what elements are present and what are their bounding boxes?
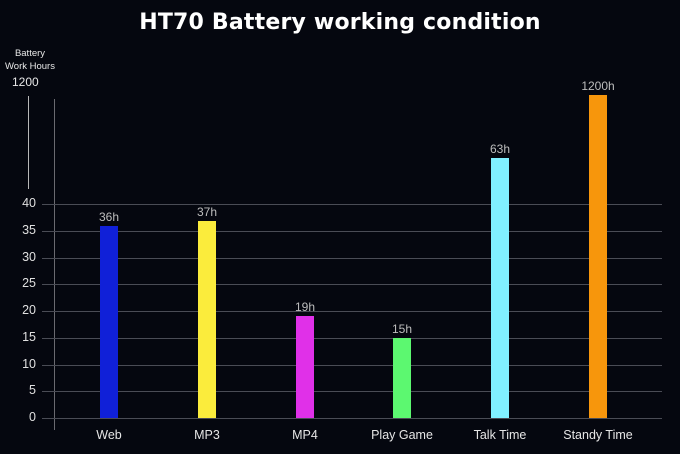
gridline (42, 231, 662, 232)
gridline (42, 365, 662, 366)
y-tick-label: 20 (22, 303, 36, 317)
gridline (42, 418, 662, 419)
y-tick-label: 30 (22, 250, 36, 264)
x-category-label: Standy Time (563, 428, 633, 442)
gridline (42, 204, 662, 205)
bar-mp3 (198, 221, 216, 418)
bar-talk-time (491, 158, 509, 418)
y-axis-max-label: 1200 (12, 75, 39, 89)
bar-value-label: 37h (196, 205, 218, 219)
y-tick-label: 15 (22, 330, 36, 344)
y-axis-label-line1: Battery (14, 48, 46, 59)
y-tick-label: 5 (29, 383, 36, 397)
x-category-label: Talk Time (473, 428, 527, 442)
gridline (42, 338, 662, 339)
y-tick-label: 0 (29, 410, 36, 424)
x-category-label: Play Game (371, 428, 433, 442)
bar-value-label: 19h (294, 300, 316, 314)
y-axis-break-line (28, 96, 29, 189)
bar-value-label: 63h (489, 142, 511, 156)
bar-standy-time (589, 95, 607, 418)
bar-value-label: 1200h (581, 79, 615, 93)
gridline (42, 258, 662, 259)
chart-title: HT70 Battery working condition (139, 10, 541, 35)
bar-web (100, 226, 118, 418)
bar-play-game (393, 338, 411, 418)
gridline (42, 311, 662, 312)
y-axis-label: Battery Work Hours (4, 47, 56, 73)
x-category-label: MP4 (292, 428, 318, 442)
y-tick-label: 40 (22, 196, 36, 210)
gridline (42, 391, 662, 392)
x-category-label: Web (96, 428, 122, 442)
y-axis-line (54, 99, 55, 430)
y-tick-label: 10 (22, 357, 36, 371)
y-tick-label: 25 (22, 276, 36, 290)
bar-value-label: 36h (98, 210, 120, 224)
y-tick-label: 35 (22, 223, 36, 237)
y-axis-label-line2: Work Hours (5, 61, 55, 72)
bar-mp4 (296, 316, 314, 418)
gridline (42, 284, 662, 285)
bar-value-label: 15h (391, 322, 413, 336)
x-category-label: MP3 (194, 428, 220, 442)
